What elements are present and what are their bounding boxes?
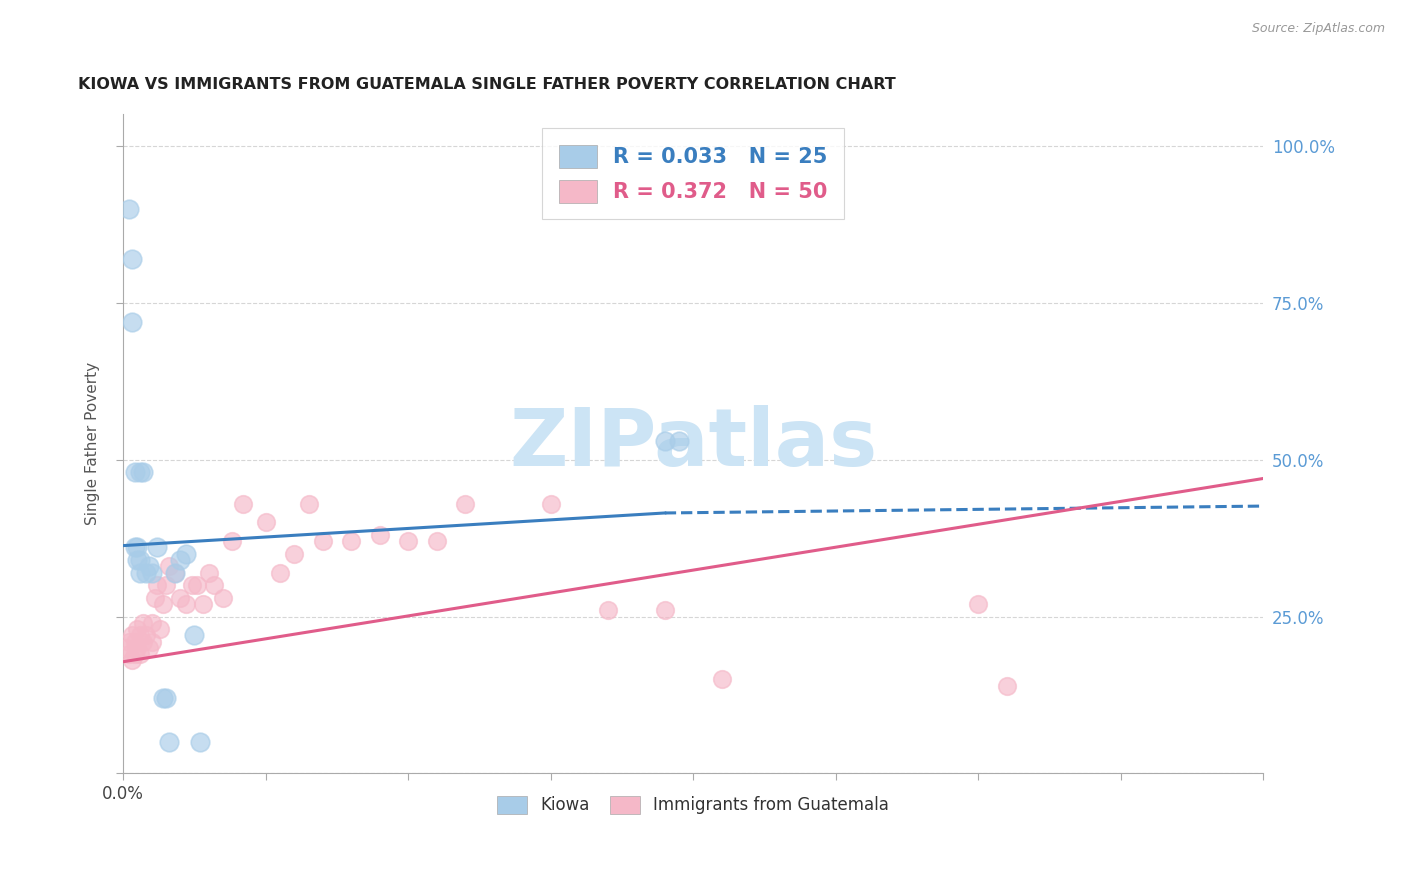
Point [157, 735, 180, 749]
Point [149, 622, 172, 636]
Point [180, 578, 202, 592]
Point [668, 434, 690, 448]
Point [183, 628, 205, 642]
Point [132, 615, 155, 630]
Point [155, 578, 177, 592]
Text: ZIPatlas: ZIPatlas [509, 405, 877, 483]
Point [143, 591, 166, 605]
Point [254, 516, 277, 530]
Point [312, 534, 335, 549]
Point [132, 465, 155, 479]
Point [141, 634, 163, 648]
Point [127, 622, 149, 636]
Point [269, 566, 291, 580]
Point [121, 314, 143, 328]
Point [118, 634, 141, 648]
Point [146, 578, 169, 592]
Point [174, 597, 197, 611]
Point [967, 597, 990, 611]
Point [141, 615, 163, 630]
Point [129, 553, 152, 567]
Point [426, 534, 449, 549]
Point [138, 559, 160, 574]
Point [155, 691, 177, 706]
Point [141, 566, 163, 580]
Point [124, 465, 146, 479]
Point [138, 640, 160, 655]
Point [204, 578, 226, 592]
Point [197, 566, 219, 580]
Point [124, 634, 146, 648]
Point [124, 647, 146, 661]
Point [995, 679, 1018, 693]
Point [454, 497, 477, 511]
Point [118, 202, 141, 216]
Point [146, 541, 169, 555]
Point [297, 497, 319, 511]
Point [232, 497, 254, 511]
Point [654, 434, 676, 448]
Point [129, 465, 152, 479]
Point [283, 547, 305, 561]
Point [596, 603, 619, 617]
Point [121, 252, 143, 266]
Point [127, 541, 149, 555]
Point [135, 566, 157, 580]
Point [340, 534, 363, 549]
Legend: Kiowa, Immigrants from Guatemala: Kiowa, Immigrants from Guatemala [491, 789, 896, 822]
Point [368, 528, 391, 542]
Point [188, 735, 211, 749]
Point [152, 691, 174, 706]
Point [129, 566, 152, 580]
Point [127, 553, 149, 567]
Text: KIOWA VS IMMIGRANTS FROM GUATEMALA SINGLE FATHER POVERTY CORRELATION CHART: KIOWA VS IMMIGRANTS FROM GUATEMALA SINGL… [77, 78, 896, 93]
Point [135, 628, 157, 642]
Point [654, 603, 676, 617]
Point [121, 653, 143, 667]
Point [115, 640, 138, 655]
Point [221, 534, 243, 549]
Point [191, 597, 214, 611]
Point [157, 559, 180, 574]
Point [129, 628, 152, 642]
Point [124, 541, 146, 555]
Point [129, 647, 152, 661]
Y-axis label: Single Father Poverty: Single Father Poverty [86, 362, 100, 525]
Point [710, 673, 733, 687]
Point [174, 547, 197, 561]
Point [212, 591, 235, 605]
Point [163, 566, 186, 580]
Point [127, 640, 149, 655]
Point [169, 553, 191, 567]
Point [396, 534, 419, 549]
Point [121, 628, 143, 642]
Point [169, 591, 191, 605]
Point [152, 597, 174, 611]
Point [163, 566, 186, 580]
Point [132, 634, 155, 648]
Text: Source: ZipAtlas.com: Source: ZipAtlas.com [1251, 22, 1385, 36]
Point [118, 647, 141, 661]
Point [540, 497, 562, 511]
Point [186, 578, 208, 592]
